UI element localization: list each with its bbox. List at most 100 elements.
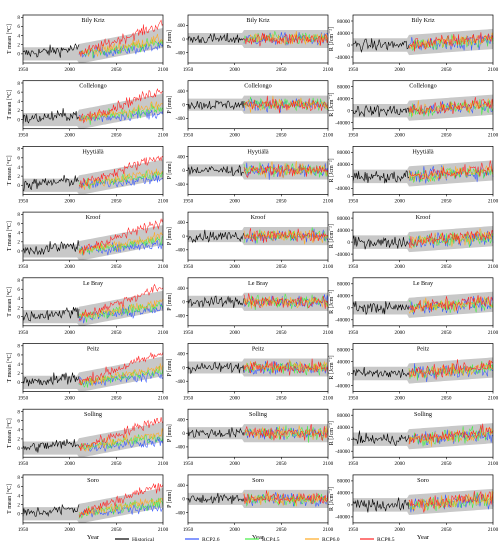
x-tick-label: 2000 xyxy=(229,67,240,73)
y-tick-label: 40000 xyxy=(337,162,350,168)
y-axis-label: P [mm] xyxy=(167,227,173,245)
y-tick-label: 8 xyxy=(17,278,20,284)
y-tick-label: 0 xyxy=(17,249,20,255)
series-historical xyxy=(22,372,80,387)
x-tick-label: 2050 xyxy=(441,461,452,467)
series-historical xyxy=(187,164,245,176)
x-tick-label: 2000 xyxy=(394,396,405,402)
panel-frame xyxy=(352,146,494,195)
series-rcp85 xyxy=(78,19,164,57)
x-tick-label: 1950 xyxy=(183,133,194,139)
envelope xyxy=(23,422,163,458)
x-tick-label: 1950 xyxy=(183,67,194,73)
x-tick-label: 2100 xyxy=(488,527,499,533)
panel-title: Collelongo xyxy=(409,83,437,90)
panel-title: Le Bray xyxy=(413,280,434,287)
y-tick-label: 6 xyxy=(17,484,20,490)
panel-frame xyxy=(22,14,164,64)
series-rcp60 xyxy=(243,31,329,46)
panel-t-5: Peitz 0 2 4 6 8 T mean [°C] 1950 2000 2050 2100 xyxy=(6,343,169,402)
y-tick-label: 8 xyxy=(17,146,20,152)
y-tick-label: 6 xyxy=(17,221,20,227)
y-axis-label: R [Jcm⁻²] xyxy=(329,27,335,51)
y-tick-label: 0 xyxy=(347,174,350,180)
y-tick-label: 0 xyxy=(347,306,350,312)
x-tick-label: 2000 xyxy=(394,461,405,467)
y-tick-label: 80000 xyxy=(337,85,350,91)
envelope xyxy=(353,94,493,121)
panel-frame xyxy=(352,80,494,130)
y-tick-label: 0 xyxy=(182,365,185,371)
series-rcp26 xyxy=(78,436,164,452)
series-rcp45 xyxy=(78,38,164,59)
x-tick-label: 1950 xyxy=(348,396,359,402)
x-tick-label: 2050 xyxy=(441,133,452,139)
legend-label-2: RCP4.5 xyxy=(262,537,280,543)
y-tick-label: -40000 xyxy=(335,121,350,127)
panel-title: Solling xyxy=(249,411,267,418)
series-rcp60 xyxy=(243,229,329,245)
y-tick-label: 400 xyxy=(177,352,185,358)
x-tick-label: 1950 xyxy=(348,198,359,204)
x-tick-label: 2000 xyxy=(394,133,405,139)
x-tick-label: 2050 xyxy=(441,330,452,336)
series-rcp85 xyxy=(78,352,164,386)
y-tick-label: 400 xyxy=(177,483,185,489)
envelope xyxy=(188,29,328,49)
y-tick-label: 40000 xyxy=(337,491,350,497)
x-tick-label: 2050 xyxy=(276,264,287,270)
panel-t-0: Bily Kriz 0 2 4 6 8 T mean [°C] 1950 2000 2050 210… xyxy=(6,14,169,73)
y-tick-label: 4 xyxy=(17,428,20,434)
panel-p-1: Collelongo -400 0 400 P [mm] 1950 2000 2050 2100 xyxy=(167,80,334,139)
panel-frame xyxy=(22,146,164,195)
series-rcp60 xyxy=(78,363,164,387)
y-tick-label: 0 xyxy=(182,103,185,109)
x-tick-label: 2050 xyxy=(276,396,287,402)
y-tick-label: -400 xyxy=(175,182,185,188)
series-rcp85 xyxy=(408,32,494,52)
envelope xyxy=(188,358,328,377)
x-tick-label: 2100 xyxy=(323,330,334,336)
panel-p-4: Le Bray -400 0 400 P [mm] 1950 2000 2050 2100 xyxy=(167,277,334,336)
panel-t-1: Collelongo 0 2 4 6 8 T mean [°C] 1950 2000 2050 21… xyxy=(6,80,169,139)
legend: Historical RCP2.6 RCP4.5 RCP6.0 RCP8.5 xyxy=(115,537,395,543)
series-rcp85 xyxy=(243,490,329,505)
panel-frame xyxy=(352,343,494,392)
series-rcp26 xyxy=(78,172,164,189)
x-tick-label: 2000 xyxy=(64,330,75,336)
y-tick-label: 80000 xyxy=(337,19,350,25)
x-tick-label: 2100 xyxy=(488,67,499,73)
series-historical xyxy=(187,99,245,111)
x-tick-label: 2000 xyxy=(64,461,75,467)
y-tick-label: 0 xyxy=(17,183,20,189)
series-historical xyxy=(22,503,80,517)
y-tick-label: 0 xyxy=(182,234,185,240)
y-tick-label: -400 xyxy=(175,510,185,516)
series-rcp60 xyxy=(408,98,494,117)
x-tick-label: 2000 xyxy=(64,396,75,402)
envelope xyxy=(23,290,163,326)
x-tick-label: 2100 xyxy=(488,133,499,139)
y-tick-label: 0 xyxy=(17,314,20,320)
panel-t-7: Soro 0 2 4 6 8 T mean [°C] 1950 2000 2050 2100 Year xyxy=(6,474,169,541)
x-tick-label: 2050 xyxy=(111,67,122,73)
panel-p-3: Kroof -400 0 400 P [mm] 1950 2000 2050 2100 xyxy=(167,211,334,270)
y-tick-label: 400 xyxy=(177,286,185,292)
y-tick-label: 4 xyxy=(17,33,20,39)
y-tick-label: 8 xyxy=(17,409,20,415)
series-rcp60 xyxy=(408,296,494,314)
y-axis-label: T mean [°C] xyxy=(6,90,13,120)
y-tick-label: 0 xyxy=(182,497,185,503)
y-tick-label: 80000 xyxy=(337,479,350,485)
x-tick-label: 2050 xyxy=(441,67,452,73)
series-rcp26 xyxy=(78,302,164,324)
x-tick-label: 2050 xyxy=(111,264,122,270)
series-rcp85 xyxy=(408,423,494,445)
envelope xyxy=(353,291,493,318)
legend-label-3: RCP6.0 xyxy=(322,537,340,543)
series-historical xyxy=(22,174,80,191)
x-tick-label: 2050 xyxy=(111,133,122,139)
